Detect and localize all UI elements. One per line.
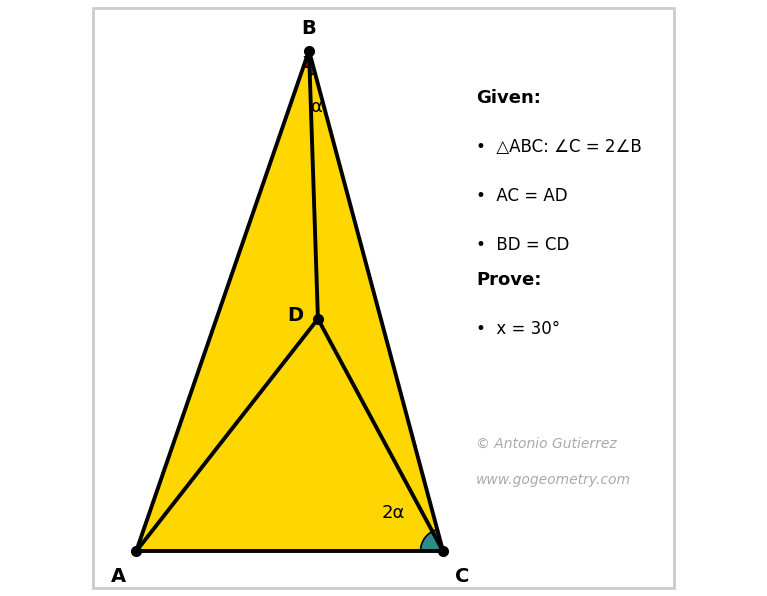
Polygon shape (137, 51, 443, 551)
Wedge shape (304, 51, 310, 67)
Text: •  x = 30°: • x = 30° (476, 320, 560, 338)
Text: A: A (110, 567, 126, 586)
Text: α: α (311, 98, 323, 116)
Text: Prove:: Prove: (476, 271, 542, 289)
Text: 2α: 2α (381, 504, 405, 522)
Text: D: D (287, 306, 304, 325)
Text: B: B (301, 18, 316, 38)
Text: www.gogeometry.com: www.gogeometry.com (476, 473, 631, 487)
Text: Given:: Given: (476, 89, 541, 107)
Wedge shape (420, 529, 443, 551)
Text: •  △ABC: ∠C = 2∠B: • △ABC: ∠C = 2∠B (476, 138, 642, 156)
Text: x: x (303, 52, 312, 67)
Text: •  BD = CD: • BD = CD (476, 236, 569, 254)
Text: •  AC = AD: • AC = AD (476, 187, 568, 205)
Text: C: C (455, 567, 469, 586)
Wedge shape (309, 51, 315, 74)
Text: © Antonio Gutierrez: © Antonio Gutierrez (476, 437, 617, 451)
